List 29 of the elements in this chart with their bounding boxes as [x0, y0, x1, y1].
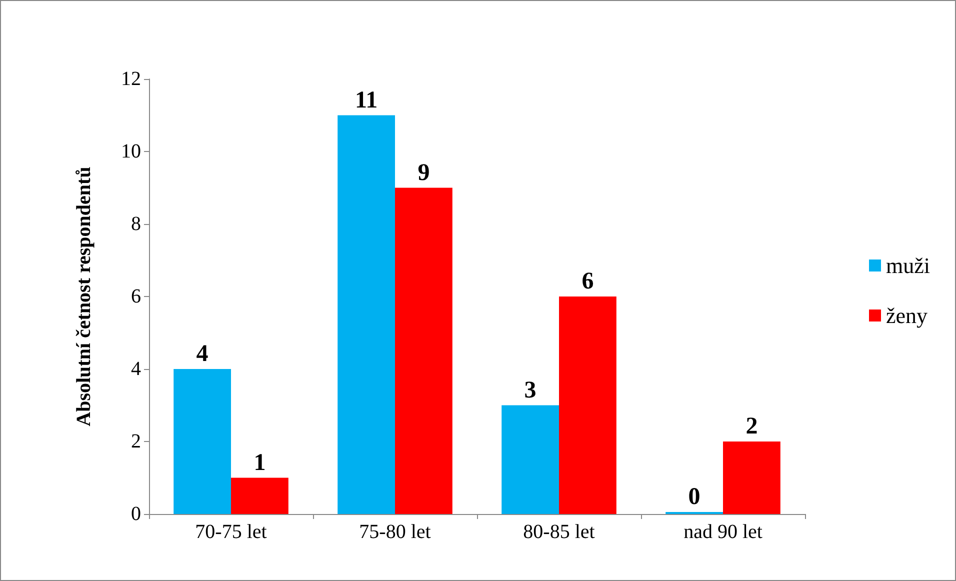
bar	[559, 296, 616, 514]
y-tick-label: 8	[131, 213, 141, 235]
legend-label: muži	[886, 253, 930, 278]
y-tick-label: 12	[121, 68, 141, 90]
bar	[338, 115, 395, 514]
data-label: 6	[582, 268, 594, 294]
y-axis-title: Absolutní četnost respondentů	[73, 166, 95, 426]
y-tick-label: 10	[121, 140, 141, 162]
legend-label: ženy	[886, 303, 928, 328]
data-label: 3	[524, 377, 536, 404]
y-tick-label: 2	[131, 430, 141, 452]
bar	[395, 188, 452, 514]
x-tick-label: 70-75 let	[195, 521, 268, 543]
bar	[174, 369, 231, 514]
data-label: 1	[254, 450, 266, 476]
data-label: 9	[418, 160, 430, 186]
bar	[502, 405, 559, 514]
y-tick-label: 6	[131, 286, 141, 308]
y-tick-label: 0	[131, 503, 141, 525]
bar	[723, 442, 780, 514]
data-label: 4	[196, 341, 208, 367]
bar	[231, 478, 288, 514]
data-label: 0	[688, 484, 700, 510]
data-label: 2	[746, 414, 758, 440]
x-tick-label: 75-80 let	[359, 521, 432, 543]
x-tick-label: 80-85 let	[523, 521, 596, 543]
x-tick-label: nad 90 let	[684, 521, 763, 543]
y-tick-label: 4	[131, 358, 141, 380]
data-label: 11	[354, 87, 378, 114]
